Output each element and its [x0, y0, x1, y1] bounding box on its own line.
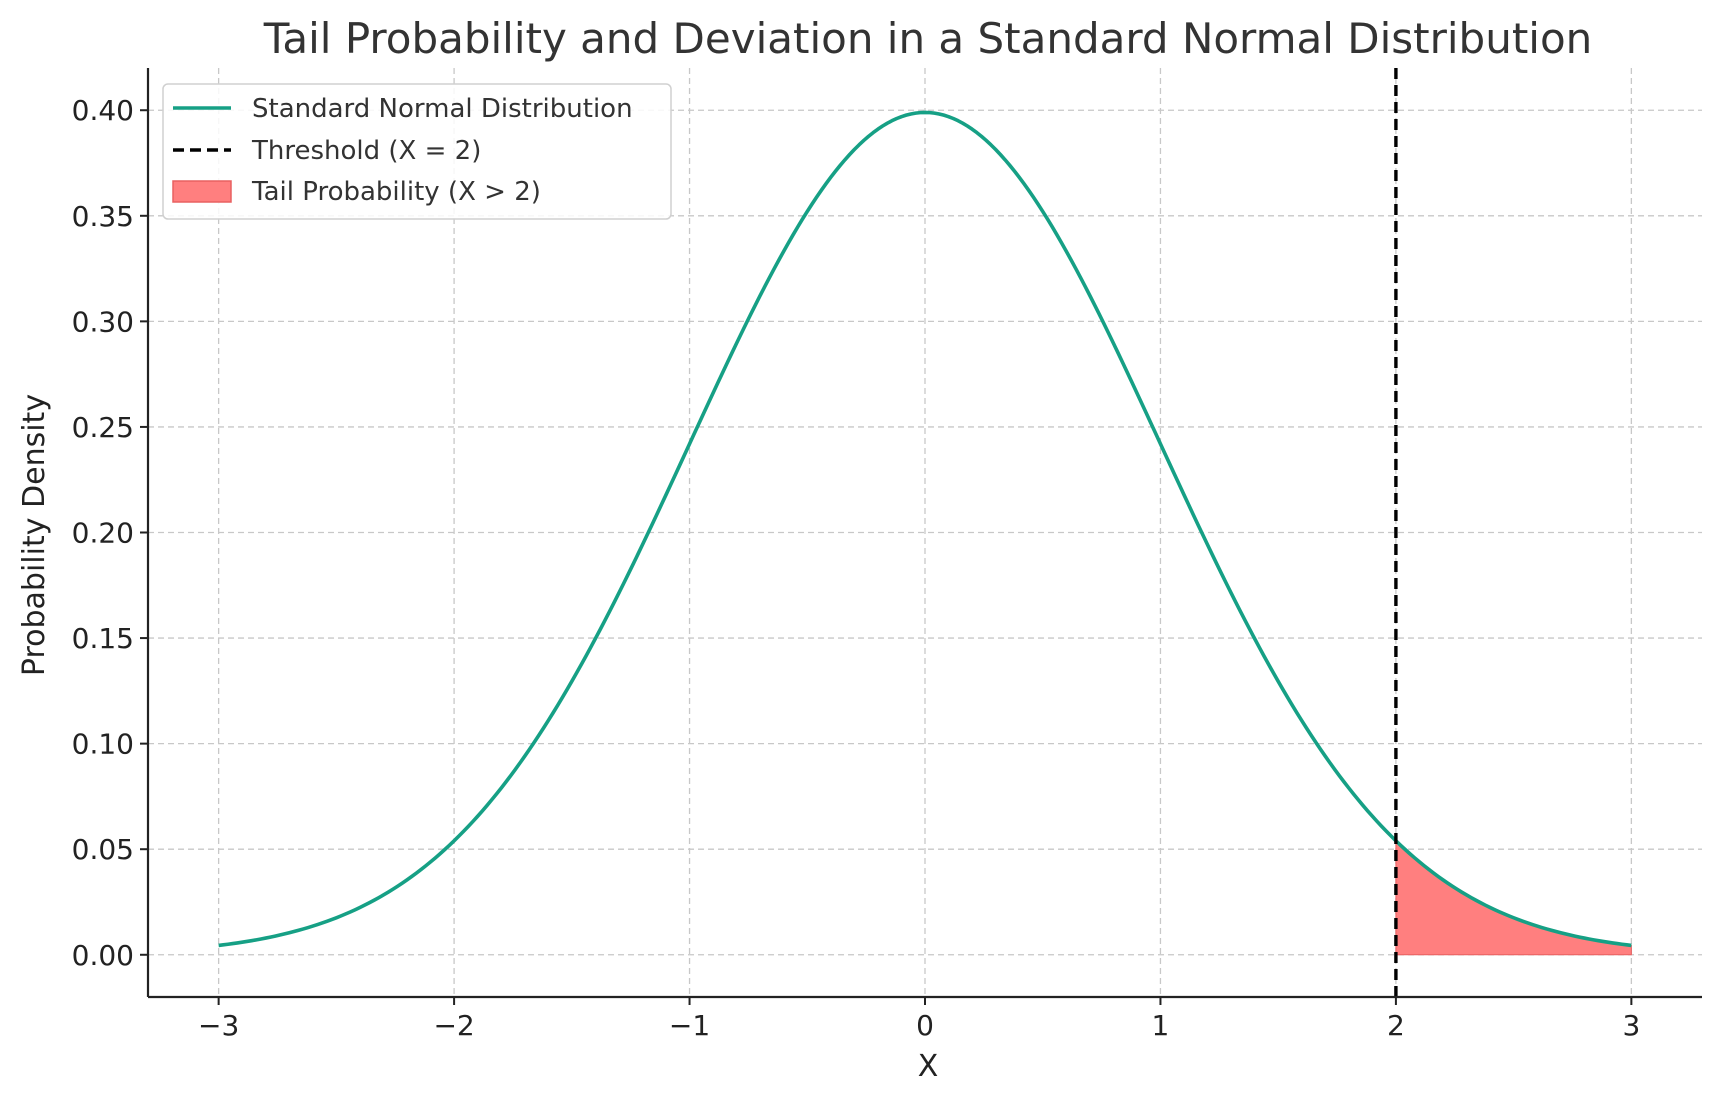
legend-label-threshold: Threshold (X = 2) [251, 136, 481, 166]
curve-point [1512, 916, 1516, 920]
y-tick-label: 0.20 [72, 517, 134, 550]
curve-point [511, 771, 515, 775]
curve-point [1571, 934, 1575, 938]
tick-layer: −3 −2 −1 0 1 2 3 0.00 0.05 0.10 0.15 0.20 0.25 0.30 0.… [72, 94, 1641, 1042]
curve-point [746, 317, 750, 321]
y-tick-label: 0.25 [72, 411, 134, 444]
curve-point [570, 679, 574, 683]
legend-label-normal: Standard Normal Distribution [252, 94, 633, 124]
x-tick-label: 0 [916, 1009, 934, 1042]
curve-point [217, 943, 221, 947]
curve-point [1041, 209, 1045, 213]
x-tick-label: −2 [433, 1009, 474, 1042]
curve-point [805, 209, 809, 213]
x-tick-label: −1 [669, 1009, 710, 1042]
curve-point [1100, 317, 1104, 321]
y-tick-label: 0.15 [72, 622, 134, 655]
curve-point [923, 111, 927, 115]
legend-swatch-tail [172, 180, 232, 203]
y-tick-label: 0.40 [72, 94, 134, 127]
line-layer [217, 68, 1633, 997]
curve-point [982, 136, 986, 140]
y-tick-label: 0.05 [72, 833, 134, 866]
curve-point [276, 934, 280, 938]
curve-point [1217, 567, 1221, 571]
chart-title: Tail Probability and Deviation in a Stan… [263, 14, 1593, 63]
y-tick-label: 0.30 [72, 305, 134, 338]
curve-point [452, 839, 456, 843]
curve-point [629, 567, 633, 571]
curve-point [1158, 442, 1162, 446]
x-tick-label: 1 [1152, 1009, 1170, 1042]
x-tick-label: −3 [198, 1009, 239, 1042]
curve-point [393, 886, 397, 890]
y-tick-label: 0.10 [72, 728, 134, 761]
x-tick-label: 3 [1622, 1009, 1640, 1042]
curve-point [688, 442, 692, 446]
y-tick-label: 0.00 [72, 939, 134, 972]
curve-point [1453, 886, 1457, 890]
legend-frame [162, 83, 672, 220]
y-tick-label: 0.35 [72, 200, 134, 233]
curve-point [864, 136, 868, 140]
legend: Standard Normal Distribution Threshold (… [162, 83, 672, 220]
x-axis-label: X [918, 1049, 939, 1084]
legend-label-tail: Tail Probability (X > 2) [251, 177, 541, 207]
curve-point [1335, 771, 1339, 775]
curve-point [1629, 943, 1633, 947]
curve-point [334, 916, 338, 920]
x-tick-label: 2 [1387, 1009, 1405, 1042]
curve-point [1276, 679, 1280, 683]
y-axis-label: Probability Density [17, 394, 52, 676]
